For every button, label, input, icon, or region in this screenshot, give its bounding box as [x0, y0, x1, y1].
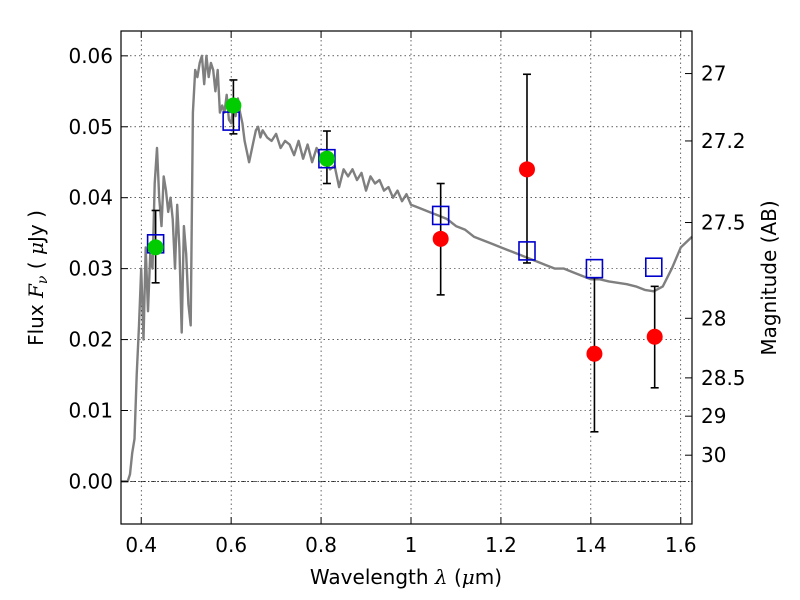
data-markers — [146, 97, 663, 362]
detection-point — [318, 150, 335, 167]
plot-frame — [120, 30, 693, 525]
y2-tick-label: 27.2 — [701, 129, 746, 153]
model-spectrum — [121, 54, 693, 483]
measurement-point — [432, 230, 449, 247]
y-tick-label: 0.03 — [68, 257, 113, 281]
y-tick-label: 0.02 — [68, 328, 113, 352]
y2-tick-label: 29 — [701, 404, 726, 428]
y-tick-label: 0.04 — [68, 186, 113, 210]
y-tick-label: 0.01 — [68, 399, 113, 423]
model-photometry-square — [431, 205, 450, 226]
y2-tick-label: 27 — [701, 62, 726, 86]
y2-tick-label: 28.5 — [701, 366, 746, 390]
y-tick-label: 0.06 — [68, 44, 113, 68]
measurement-point — [646, 328, 663, 345]
y2-tick-label: 28 — [701, 306, 726, 330]
x-tick-label: 0.6 — [215, 533, 247, 557]
axis-ticks — [121, 31, 692, 524]
x-tick-label: 1.2 — [485, 533, 517, 557]
model-photometry-square — [644, 257, 663, 278]
y-axis-title-suffix: Jy ) — [24, 210, 48, 244]
spectrum-line — [121, 54, 693, 483]
y-axis-title-mid: ( — [24, 255, 48, 276]
x-axis-title-prefix: Wavelength — [310, 565, 435, 589]
x-axis-title-mid: ( — [448, 565, 462, 589]
y2-axis-title: Magnitude (AB) — [757, 200, 781, 355]
detection-point — [225, 97, 242, 114]
y-tick-label: 0.00 — [68, 469, 113, 493]
x-tick-label: 0.8 — [305, 533, 337, 557]
y2-tick-label: 27.5 — [701, 211, 746, 235]
x-axis-title-symbol: λ — [434, 565, 448, 589]
model-photometry-square — [518, 241, 536, 261]
x-axis-title: Wavelength λ (μm) — [310, 565, 502, 589]
measurement-point — [586, 345, 603, 362]
y-axis-title-subscript: ν — [35, 275, 51, 284]
measurement-point — [518, 161, 535, 178]
x-tick-label: 0.4 — [125, 533, 157, 557]
tick-labels: 0.4 0.6 0.8 1 1.2 1.4 1.6 0.00 0.01 0.02 0.03 0.04 0… — [68, 44, 745, 557]
x-tick-label: 1.4 — [575, 533, 607, 557]
error-bars — [151, 73, 659, 433]
model-photometry-square — [585, 258, 604, 279]
y-axis-title-prefix: Flux — [24, 298, 48, 346]
y2-tick-label: 30 — [701, 443, 726, 467]
detection-point — [147, 239, 164, 256]
y-tick-label: 0.05 — [68, 115, 113, 139]
y-axis-title-symbol: F — [24, 283, 48, 299]
y-axis-title-unit-symbol: μ — [24, 242, 48, 255]
grid-lines — [121, 31, 692, 524]
x-axis-title-suffix: m) — [475, 565, 502, 589]
x-axis-title-unit-symbol: μ — [462, 565, 475, 589]
x-tick-label: 1 — [405, 533, 418, 557]
y-axis-title: Flux Fν ( μJy ) — [24, 210, 51, 346]
x-tick-label: 1.6 — [665, 533, 697, 557]
